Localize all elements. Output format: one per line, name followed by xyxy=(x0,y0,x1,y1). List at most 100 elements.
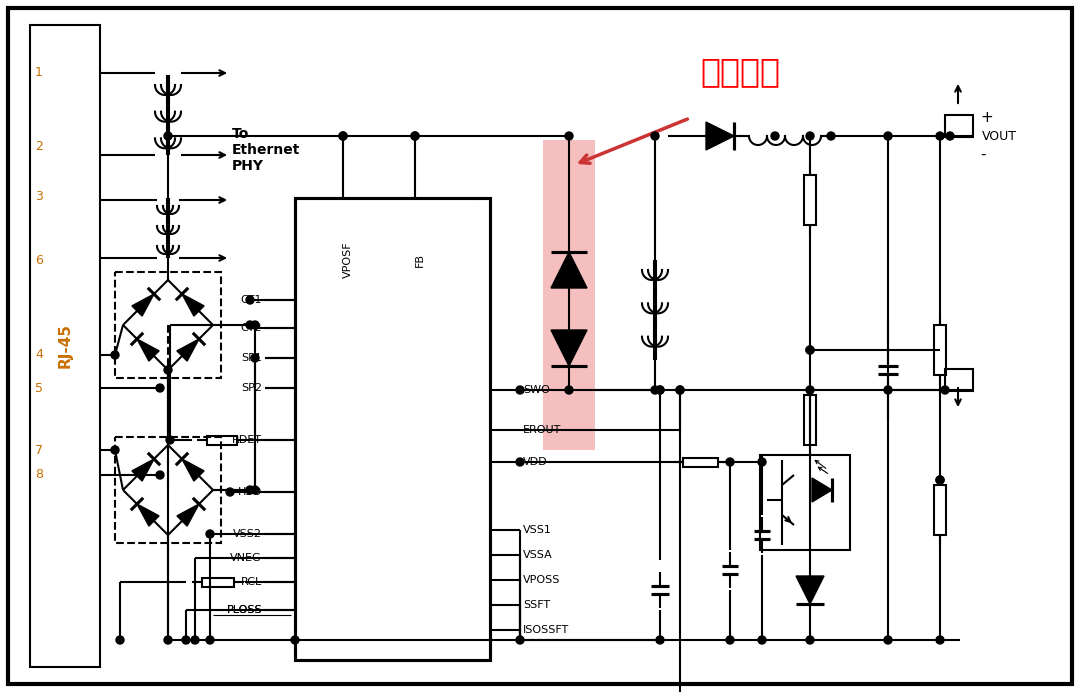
Text: 1: 1 xyxy=(35,66,43,80)
Text: EROUT: EROUT xyxy=(523,425,562,435)
Circle shape xyxy=(516,458,524,466)
Bar xyxy=(30,25,100,667)
Polygon shape xyxy=(551,252,588,288)
Text: -: - xyxy=(980,147,986,161)
Circle shape xyxy=(164,636,172,644)
Polygon shape xyxy=(183,294,204,316)
Circle shape xyxy=(183,636,190,644)
Circle shape xyxy=(651,386,659,394)
Circle shape xyxy=(291,636,299,644)
Text: SWO: SWO xyxy=(523,385,550,395)
Text: To
Ethernet
PHY: To Ethernet PHY xyxy=(232,127,300,173)
Text: CT2: CT2 xyxy=(241,323,262,333)
Circle shape xyxy=(339,132,347,140)
Text: VPOSF: VPOSF xyxy=(343,242,353,278)
Circle shape xyxy=(885,386,892,394)
Polygon shape xyxy=(706,122,734,150)
Text: 8: 8 xyxy=(35,468,43,482)
Circle shape xyxy=(251,321,259,329)
Circle shape xyxy=(806,346,814,354)
Circle shape xyxy=(246,296,254,304)
Bar xyxy=(945,115,973,137)
Circle shape xyxy=(156,471,164,479)
Bar xyxy=(934,485,946,535)
Text: VSSA: VSSA xyxy=(523,550,553,560)
Text: 7: 7 xyxy=(35,444,43,457)
Circle shape xyxy=(166,436,174,444)
Text: PLOSS: PLOSS xyxy=(227,605,262,615)
Circle shape xyxy=(246,321,254,329)
Text: SP1: SP1 xyxy=(241,353,262,363)
Circle shape xyxy=(111,446,119,454)
Circle shape xyxy=(656,386,664,394)
Circle shape xyxy=(771,132,779,140)
Circle shape xyxy=(565,132,573,140)
Bar xyxy=(760,455,850,550)
Circle shape xyxy=(411,132,419,140)
Text: VSS1: VSS1 xyxy=(523,525,552,535)
Circle shape xyxy=(676,386,684,394)
Circle shape xyxy=(206,636,214,644)
Circle shape xyxy=(726,636,734,644)
Circle shape xyxy=(206,530,214,538)
Circle shape xyxy=(806,386,814,394)
Circle shape xyxy=(651,132,659,140)
Text: VNEG: VNEG xyxy=(230,553,262,563)
Circle shape xyxy=(726,458,734,466)
Polygon shape xyxy=(183,459,204,481)
Text: CT1: CT1 xyxy=(241,295,262,305)
Text: 抑制尖峰: 抑制尖峰 xyxy=(700,55,780,88)
Circle shape xyxy=(565,386,573,394)
Text: PLOSS: PLOSS xyxy=(227,605,262,615)
Bar xyxy=(804,175,816,225)
Circle shape xyxy=(164,366,172,374)
Circle shape xyxy=(941,386,949,394)
Circle shape xyxy=(411,132,419,140)
Text: 6: 6 xyxy=(35,253,43,266)
Circle shape xyxy=(885,132,892,140)
Polygon shape xyxy=(177,339,199,361)
Text: VDD: VDD xyxy=(523,457,548,467)
Text: VPOSS: VPOSS xyxy=(523,575,561,585)
Circle shape xyxy=(516,386,524,394)
Text: VOUT: VOUT xyxy=(982,129,1017,143)
Circle shape xyxy=(111,351,119,359)
Text: 5: 5 xyxy=(35,381,43,394)
Bar xyxy=(202,578,234,587)
Circle shape xyxy=(676,386,684,394)
Polygon shape xyxy=(796,576,824,604)
Circle shape xyxy=(936,132,944,140)
Circle shape xyxy=(251,354,259,362)
Text: RJ-45: RJ-45 xyxy=(57,323,72,369)
Text: 4: 4 xyxy=(35,349,43,361)
Bar xyxy=(683,457,717,466)
Circle shape xyxy=(116,636,124,644)
Circle shape xyxy=(758,458,766,466)
Text: RCL: RCL xyxy=(241,577,262,587)
Circle shape xyxy=(164,132,172,140)
Bar xyxy=(114,272,221,378)
Circle shape xyxy=(936,636,944,644)
Polygon shape xyxy=(132,459,154,481)
Circle shape xyxy=(946,132,954,140)
Polygon shape xyxy=(137,339,159,361)
Polygon shape xyxy=(132,294,154,316)
Bar xyxy=(945,369,973,391)
Polygon shape xyxy=(177,504,199,526)
Circle shape xyxy=(806,346,814,354)
Circle shape xyxy=(885,636,892,644)
Polygon shape xyxy=(137,504,159,526)
Circle shape xyxy=(827,132,835,140)
Circle shape xyxy=(516,636,524,644)
Circle shape xyxy=(339,132,347,140)
Circle shape xyxy=(936,476,944,484)
Text: FB: FB xyxy=(415,253,426,267)
Text: VSS2: VSS2 xyxy=(233,529,262,539)
Bar xyxy=(295,198,490,660)
Bar xyxy=(207,435,237,444)
Circle shape xyxy=(156,384,164,392)
Circle shape xyxy=(656,386,664,394)
Polygon shape xyxy=(551,330,588,366)
Text: 3: 3 xyxy=(35,190,43,203)
Bar xyxy=(934,325,946,375)
